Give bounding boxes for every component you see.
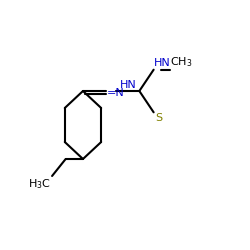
Text: S: S [155, 113, 162, 123]
Text: HN: HN [120, 80, 136, 90]
Text: H$_3$C: H$_3$C [28, 178, 51, 191]
Text: =N: =N [107, 88, 125, 98]
Text: CH$_3$: CH$_3$ [170, 55, 193, 69]
Text: HN: HN [154, 58, 171, 68]
